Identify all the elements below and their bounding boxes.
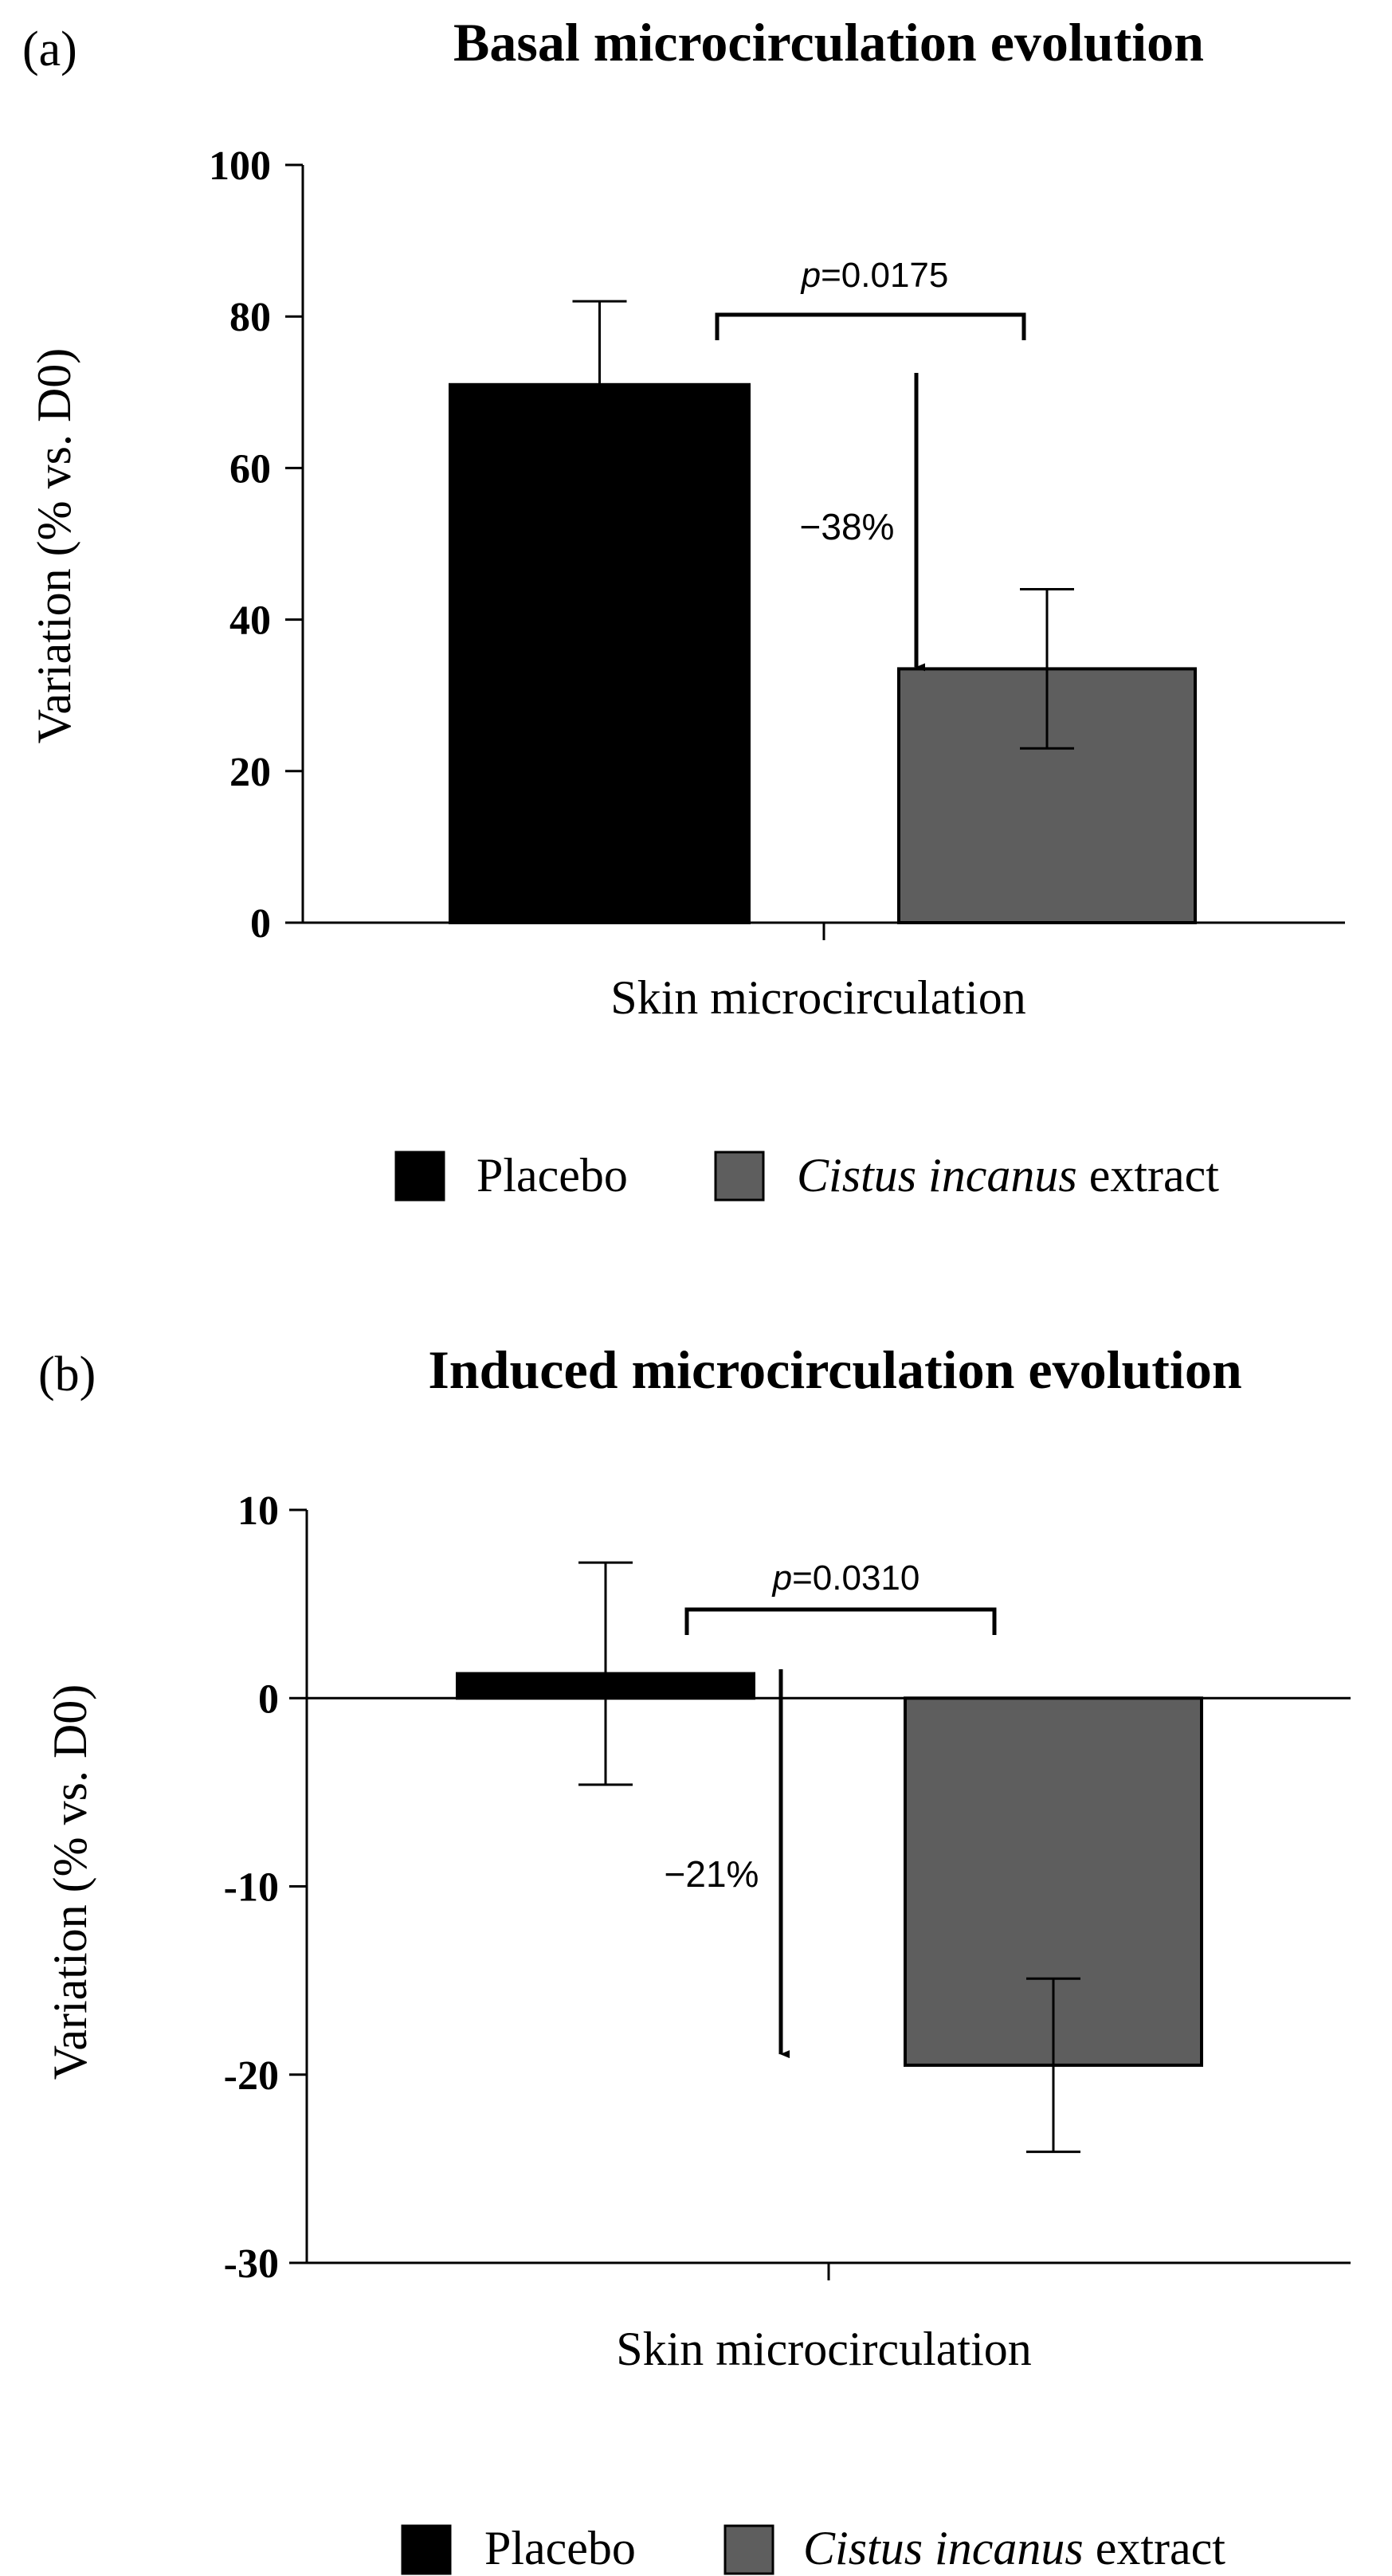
- panel-a-legend-cistus-italic: Cistus incanus: [797, 1149, 1077, 1202]
- panel-a-ytick-label-2: 40: [229, 598, 271, 644]
- panel-b-legend-swatch-placebo: [401, 2524, 452, 2575]
- panel-b-ytick-label-2: -10: [224, 1865, 279, 1911]
- panel-a-ytick-label-3: 60: [229, 446, 271, 492]
- panel-b-legend-label-cistus: Cistus incanus extract: [803, 2522, 1225, 2574]
- panel-b: (b) Induced microcirculation evolution V…: [38, 1339, 1351, 2575]
- panel-b-ytick-label-3: 0: [258, 1676, 279, 1722]
- panel-a-pvalue: p=0.0175: [800, 256, 949, 295]
- panel-a-legend-cistus-suffix: extract: [1077, 1149, 1220, 1202]
- panel-a-ytick-label-1: 20: [229, 750, 271, 795]
- panel-a-ytick-label-0: 0: [250, 901, 271, 947]
- panel-a: (a) Basal microcirculation evolution Var…: [22, 12, 1345, 1202]
- panel-a-significance-bracket: [715, 312, 1026, 340]
- panel-b-title: Induced microcirculation evolution: [428, 1339, 1241, 1400]
- panel-b-significance-bracket: [684, 1607, 997, 1635]
- panel-b-change-label: −21%: [665, 1853, 759, 1895]
- panel-b-pvalue: p=0.0310: [771, 1559, 920, 1598]
- panel-a-yticks: 0 20 40 60 80 100: [209, 143, 303, 947]
- panel-a-legend-swatch-placebo: [394, 1151, 445, 1202]
- panel-a-p-italic: p: [800, 256, 821, 295]
- panel-b-ylabel: Variation (% vs. D0): [44, 1684, 96, 2080]
- panel-a-ytick-label-5: 100: [209, 143, 271, 189]
- panel-b-xlabel: Skin microcirculation: [616, 2323, 1032, 2375]
- panel-b-legend-cistus-italic: Cistus incanus: [803, 2522, 1084, 2574]
- panel-a-p-number: =0.0175: [821, 256, 948, 295]
- panel-a-xlabel: Skin microcirculation: [610, 971, 1026, 1024]
- panel-a-legend-placebo-text: Placebo: [476, 1149, 628, 1202]
- panel-a-title: Basal microcirculation evolution: [453, 12, 1204, 73]
- panel-b-p-italic: p: [771, 1559, 792, 1598]
- panel-b-legend-cistus-suffix: extract: [1084, 2522, 1226, 2574]
- panel-b-yticks: -30 -20 -10 0 10: [224, 1488, 307, 2287]
- panel-a-bars: [449, 300, 1197, 925]
- panel-b-ytick-label-1: -20: [224, 2053, 279, 2099]
- panel-b-bars: [456, 1561, 1203, 2154]
- panel-a-ytick-label-4: 80: [229, 295, 271, 340]
- panel-b-legend-label-placebo: Placebo: [484, 2522, 636, 2574]
- panel-b-ytick-label-4: 10: [237, 1488, 279, 1534]
- panel-a-legend-label-cistus: Cistus incanus extract: [797, 1149, 1219, 1202]
- panel-b-p-number: =0.0310: [792, 1559, 920, 1598]
- panel-b-legend-swatch-cistus: [723, 2524, 774, 2575]
- panel-a-legend-label-placebo: Placebo: [476, 1149, 628, 1202]
- panel-a-label: (a): [22, 22, 77, 76]
- panel-a-ylabel: Variation (% vs. D0): [28, 348, 80, 744]
- panel-a-change-label: −38%: [800, 506, 895, 547]
- panel-a-legend-swatch-cistus: [714, 1151, 765, 1202]
- panel-b-legend-placebo-text: Placebo: [484, 2522, 636, 2574]
- panel-b-axes: [305, 1510, 1351, 2280]
- panel-a-axes: [301, 165, 1345, 940]
- panel-b-label: (b): [38, 1347, 96, 1402]
- panel-b-ytick-label-0: -30: [224, 2241, 279, 2287]
